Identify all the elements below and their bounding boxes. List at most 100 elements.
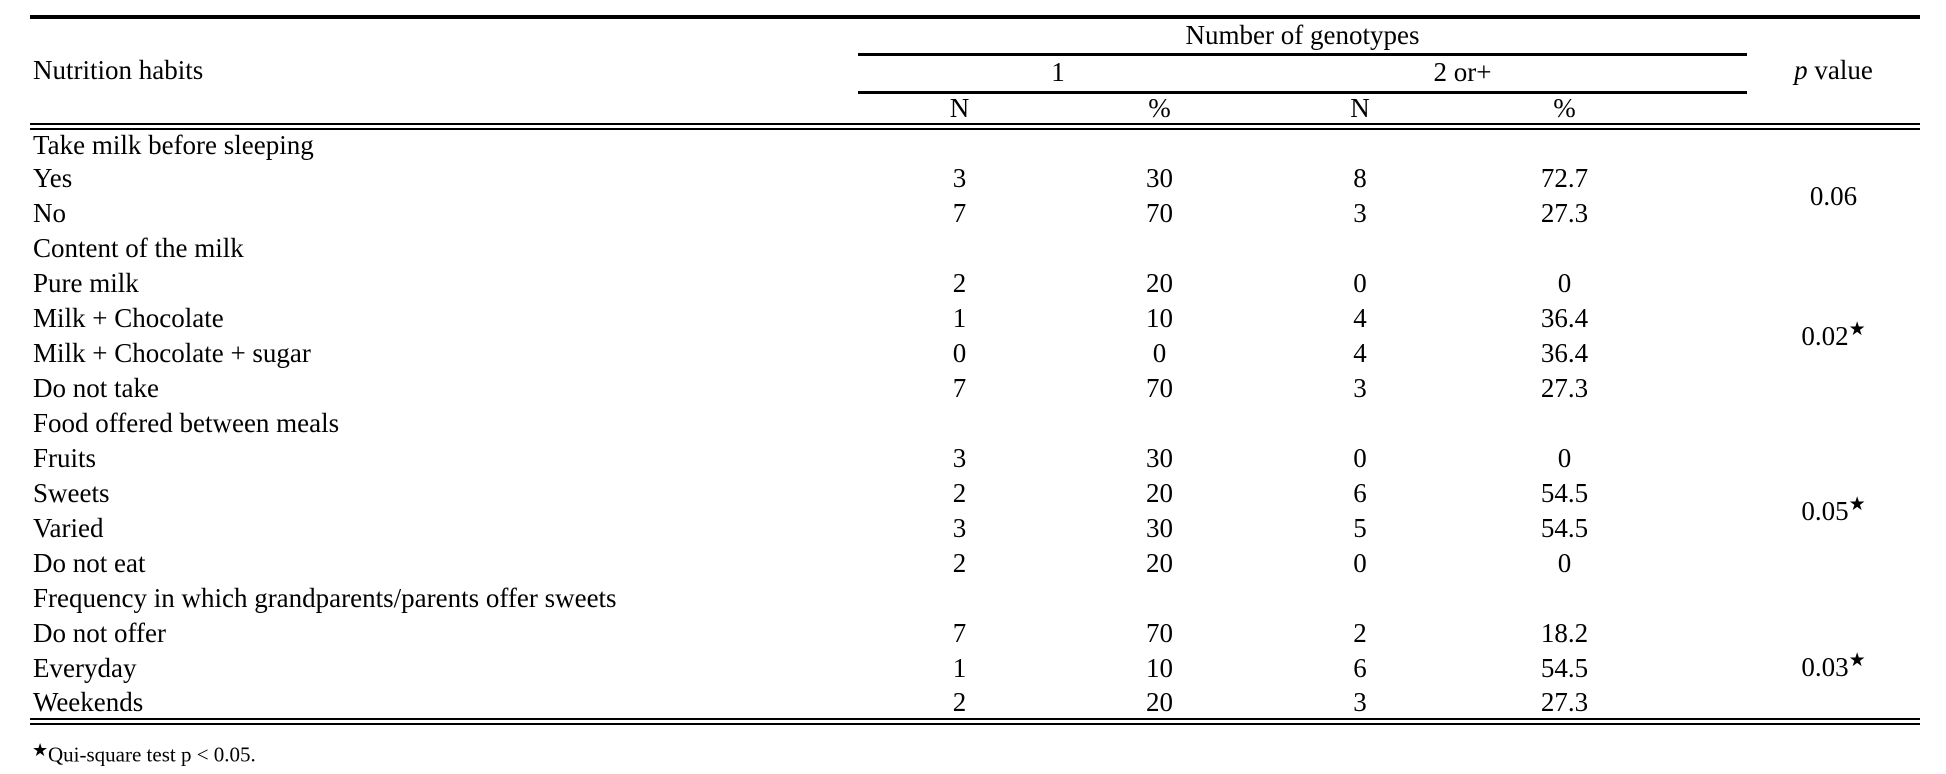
n-group2-cell: 2 (1353, 618, 1367, 649)
n-group1-cell (858, 232, 1061, 267)
pct-group2-cell: 27.3 (1540, 373, 1589, 404)
pct-group2-cell: 18.2 (1540, 618, 1589, 649)
row-label-cell: Content of the milk (33, 233, 244, 264)
pct-group2-cell (1462, 232, 1747, 267)
pct-group2-cell: 27.3 (1540, 686, 1589, 717)
column-group-header-one-genotype: 1 (858, 54, 1258, 94)
data-row: Pure milk 2 20 0 0 0.02★ (30, 267, 1920, 350)
row-label-cell: Do not eat (33, 548, 146, 579)
row-label-cell: Fruits (33, 443, 97, 474)
p-value-empty-cell (1747, 407, 1920, 442)
pct-group2-cell (1462, 582, 1747, 617)
section-row: Content of the milk (30, 232, 1920, 267)
pct-group2-cell: 0 (1557, 268, 1572, 299)
data-row: Do not eat 2 20 0 0 (30, 547, 1920, 582)
n-group2-cell: 4 (1353, 338, 1367, 369)
row-label-cell: Frequency in which grandparents/parents … (33, 583, 617, 614)
row-label-cell: Pure milk (33, 268, 139, 299)
significance-star-icon: ★ (1848, 493, 1866, 515)
data-row: Fruits 3 30 0 0 0.05★ (30, 442, 1920, 525)
data-row: Everyday 1 10 6 54.5 (30, 652, 1920, 687)
column-header-p-value: p value (1747, 17, 1920, 127)
n-group1-cell: 3 (952, 513, 967, 544)
row-label-cell: Yes (33, 163, 73, 194)
header-row-measures: N % N % (30, 92, 1920, 127)
column-group-header-genotypes: Number of genotypes (858, 17, 1748, 56)
pct-group1-cell (1061, 127, 1258, 162)
row-label-cell: Milk + Chocolate (33, 303, 224, 334)
p-value-cell: 0.02★ (1801, 318, 1866, 351)
n-group1-cell: 1 (952, 653, 967, 684)
pct-group1-cell (1061, 407, 1258, 442)
n-group2-cell: 0 (1353, 443, 1367, 474)
pct-group2-cell: 54.5 (1540, 653, 1589, 684)
n-group1-cell: 7 (952, 373, 967, 404)
section-row: Food offered between meals (30, 407, 1920, 442)
n-group1-cell: 1 (952, 303, 967, 334)
p-value-italic-p: p (1794, 55, 1808, 86)
header-row-subgroups: 1 2 or+ (30, 54, 1920, 94)
n-group1-cell (858, 407, 1061, 442)
row-label-cell: Do not offer (33, 618, 166, 649)
pct-group1-cell: 10 (1146, 303, 1173, 334)
pct-group1-cell: 30 (1146, 513, 1173, 544)
pct-group2-cell: 0 (1557, 548, 1572, 579)
pct-group2-cell: 36.4 (1540, 338, 1589, 369)
table-header: Nutrition habits Number of genotypes p v… (30, 17, 1920, 127)
row-label-cell: No (33, 198, 66, 229)
row-label-cell: Everyday (33, 653, 137, 684)
significance-star-icon: ★ (1848, 649, 1866, 671)
significance-star-icon: ★ (32, 740, 48, 760)
column-header-pct-group2: % (1553, 92, 1576, 123)
pct-group2-cell: 27.3 (1540, 198, 1589, 229)
n-group1-cell: 2 (952, 478, 967, 509)
p-value-empty-cell (1747, 127, 1920, 162)
pct-group1-cell: 30 (1146, 443, 1173, 474)
p-value-empty-cell (1747, 582, 1920, 617)
pct-group1-cell: 70 (1146, 198, 1173, 229)
n-group2-cell: 5 (1353, 513, 1367, 544)
data-row: Yes 3 30 8 72.7 0.06 (30, 162, 1920, 210)
section-row: Frequency in which grandparents/parents … (30, 582, 1920, 617)
p-value-header-rest: value (1807, 55, 1873, 86)
p-value-cell: 0.06 (1809, 180, 1858, 211)
n-group2-cell (1258, 127, 1462, 162)
table-footnote: ★Qui-square test p < 0.05. (32, 740, 256, 767)
pct-group2-cell: 54.5 (1540, 513, 1589, 544)
n-group1-cell (858, 127, 1061, 162)
n-group2-cell: 4 (1353, 303, 1367, 334)
pct-group1-cell: 10 (1146, 653, 1173, 684)
n-group2-cell: 8 (1353, 163, 1367, 194)
data-row: Do not offer 7 70 2 18.2 0.03★ (30, 617, 1920, 681)
n-group2-cell (1258, 407, 1462, 442)
n-group2-cell (1258, 582, 1462, 617)
row-label-cell: Do not take (33, 373, 159, 404)
n-group1-cell: 7 (952, 198, 967, 229)
n-group2-cell: 3 (1353, 686, 1367, 717)
pct-group1-cell: 0 (1152, 338, 1167, 369)
pct-group2-cell: 0 (1557, 443, 1572, 474)
row-label-cell: Milk + Chocolate + sugar (33, 338, 311, 369)
n-group2-cell: 6 (1353, 653, 1367, 684)
column-header-nutrition-habits: Nutrition habits (33, 55, 204, 86)
n-group1-cell: 3 (952, 443, 967, 474)
n-group1-cell (858, 582, 1061, 617)
n-group1-cell: 7 (952, 618, 967, 649)
column-header-n-group2: N (1350, 92, 1370, 123)
row-label-cell: Take milk before sleeping (33, 130, 314, 161)
p-value-empty-cell (1747, 232, 1920, 267)
n-group2-cell (1258, 232, 1462, 267)
row-label-cell: Weekends (33, 686, 144, 717)
data-row: Varied 3 30 5 54.5 (30, 512, 1920, 547)
pct-group1-cell: 20 (1146, 548, 1173, 579)
data-row: Milk + Chocolate + sugar 0 0 4 36.4 (30, 337, 1920, 372)
data-row: Sweets 2 20 6 54.5 (30, 477, 1920, 512)
p-value-cell: 0.03★ (1801, 649, 1866, 682)
header-row-group: Nutrition habits Number of genotypes p v… (30, 17, 1920, 85)
n-group2-cell: 0 (1353, 268, 1367, 299)
n-group1-cell: 0 (952, 338, 967, 369)
nutrition-habits-table: Nutrition habits Number of genotypes p v… (30, 15, 1921, 725)
data-row: Milk + Chocolate 1 10 4 36.4 (30, 302, 1920, 337)
row-label-cell: Varied (33, 513, 104, 544)
n-group2-cell: 3 (1353, 373, 1367, 404)
